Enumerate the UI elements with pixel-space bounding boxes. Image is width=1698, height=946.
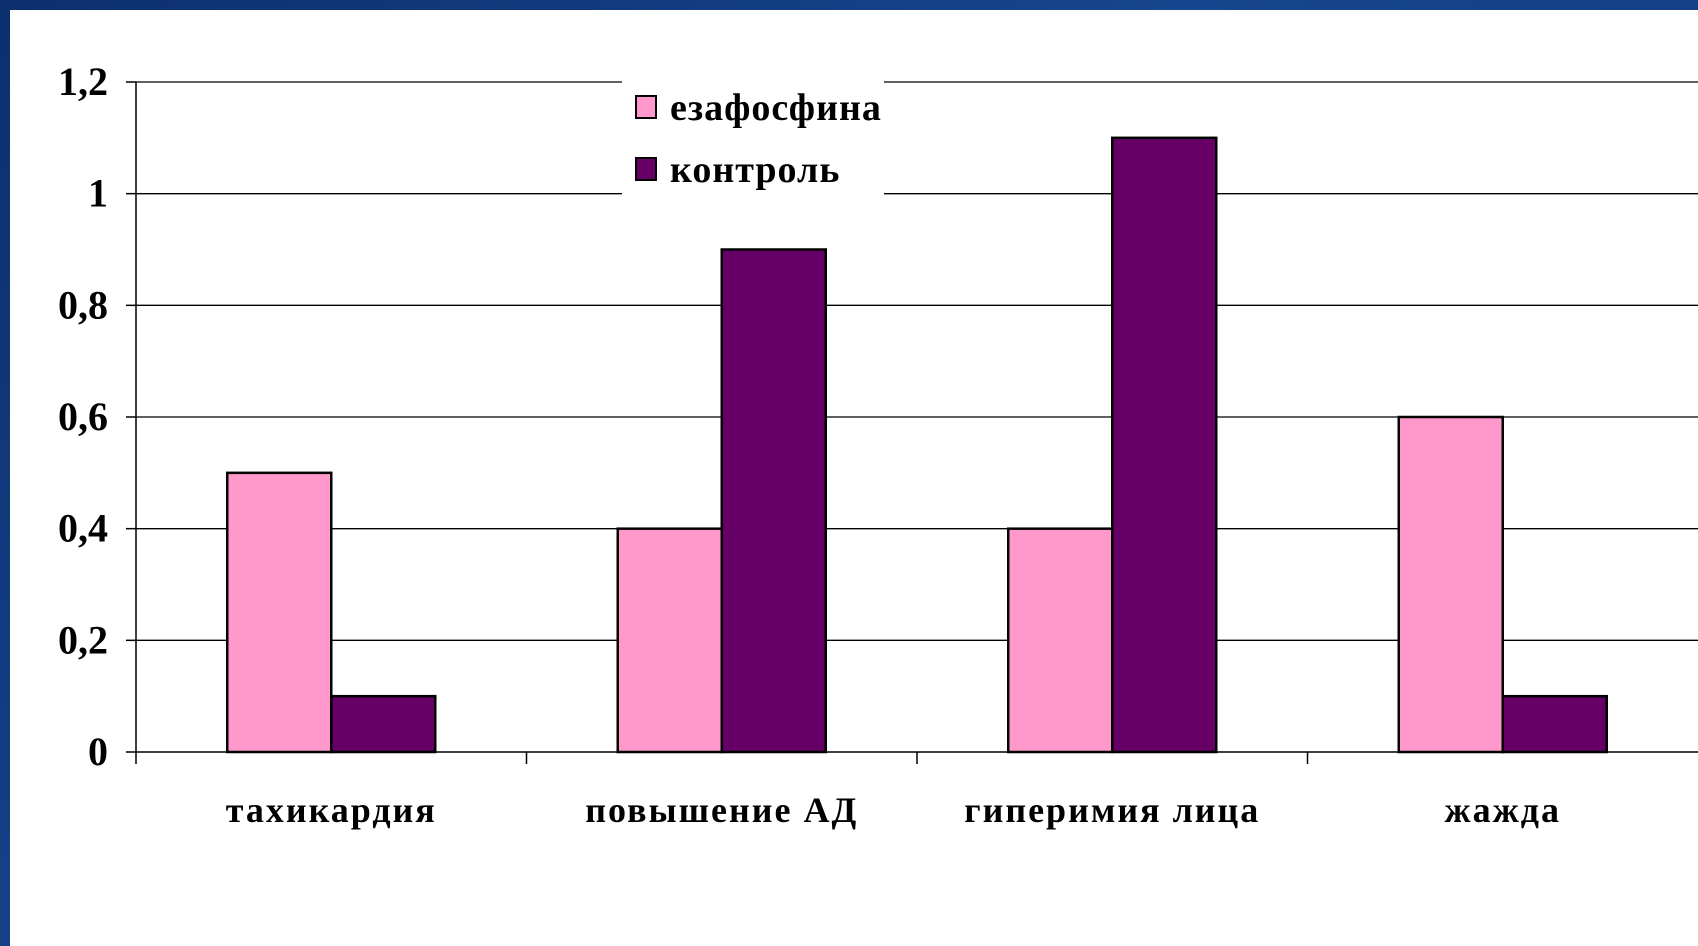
y-tick-labels: 0 0,2 0,4 0,6 0,8 1 1,2 [58, 59, 108, 774]
category-label: жажда [1445, 790, 1561, 830]
y-tick-label: 0,6 [58, 394, 108, 439]
y-tick-label: 1 [88, 171, 108, 216]
legend-label: контроль [670, 149, 840, 191]
legend-swatch [635, 95, 657, 119]
y-tick-label: 0,2 [58, 617, 108, 662]
bar-ezafosfina-0 [226, 471, 333, 754]
bar-ezafosfina-3 [1397, 415, 1504, 754]
bar-kontrol-1 [720, 248, 827, 754]
category-labels: тахикардия повышение АД гиперимия лица жажд… [226, 790, 1561, 830]
bar-kontrol-3 [1501, 694, 1608, 754]
bar-kontrol-0 [330, 694, 437, 754]
category-label: гиперимия лица [964, 790, 1260, 830]
bars [226, 136, 1608, 754]
bar-ezafosfina-1 [616, 527, 723, 754]
legend-swatch [635, 157, 657, 181]
y-tick-label: 0,8 [58, 282, 108, 327]
y-tick-label: 0,4 [58, 506, 108, 551]
category-label: тахикардия [226, 790, 437, 830]
legend-label: езафосфина [670, 87, 882, 129]
y-tick-label: 0 [88, 729, 108, 774]
legend-box [622, 74, 884, 210]
y-tick-label: 1,2 [58, 59, 108, 104]
category-label: повышение АД [585, 790, 858, 830]
bar-ezafosfina-2 [1007, 527, 1114, 754]
axes [126, 81, 1698, 764]
chart-frame: 0 0,2 0,4 0,6 0,8 1 1,2 тахикардия повышение АД… [10, 10, 1698, 946]
legend: езафосфина контроль [622, 74, 884, 210]
bar-kontrol-2 [1111, 136, 1218, 754]
bar-chart: 0 0,2 0,4 0,6 0,8 1 1,2 тахикардия повышение АД… [58, 59, 1698, 830]
